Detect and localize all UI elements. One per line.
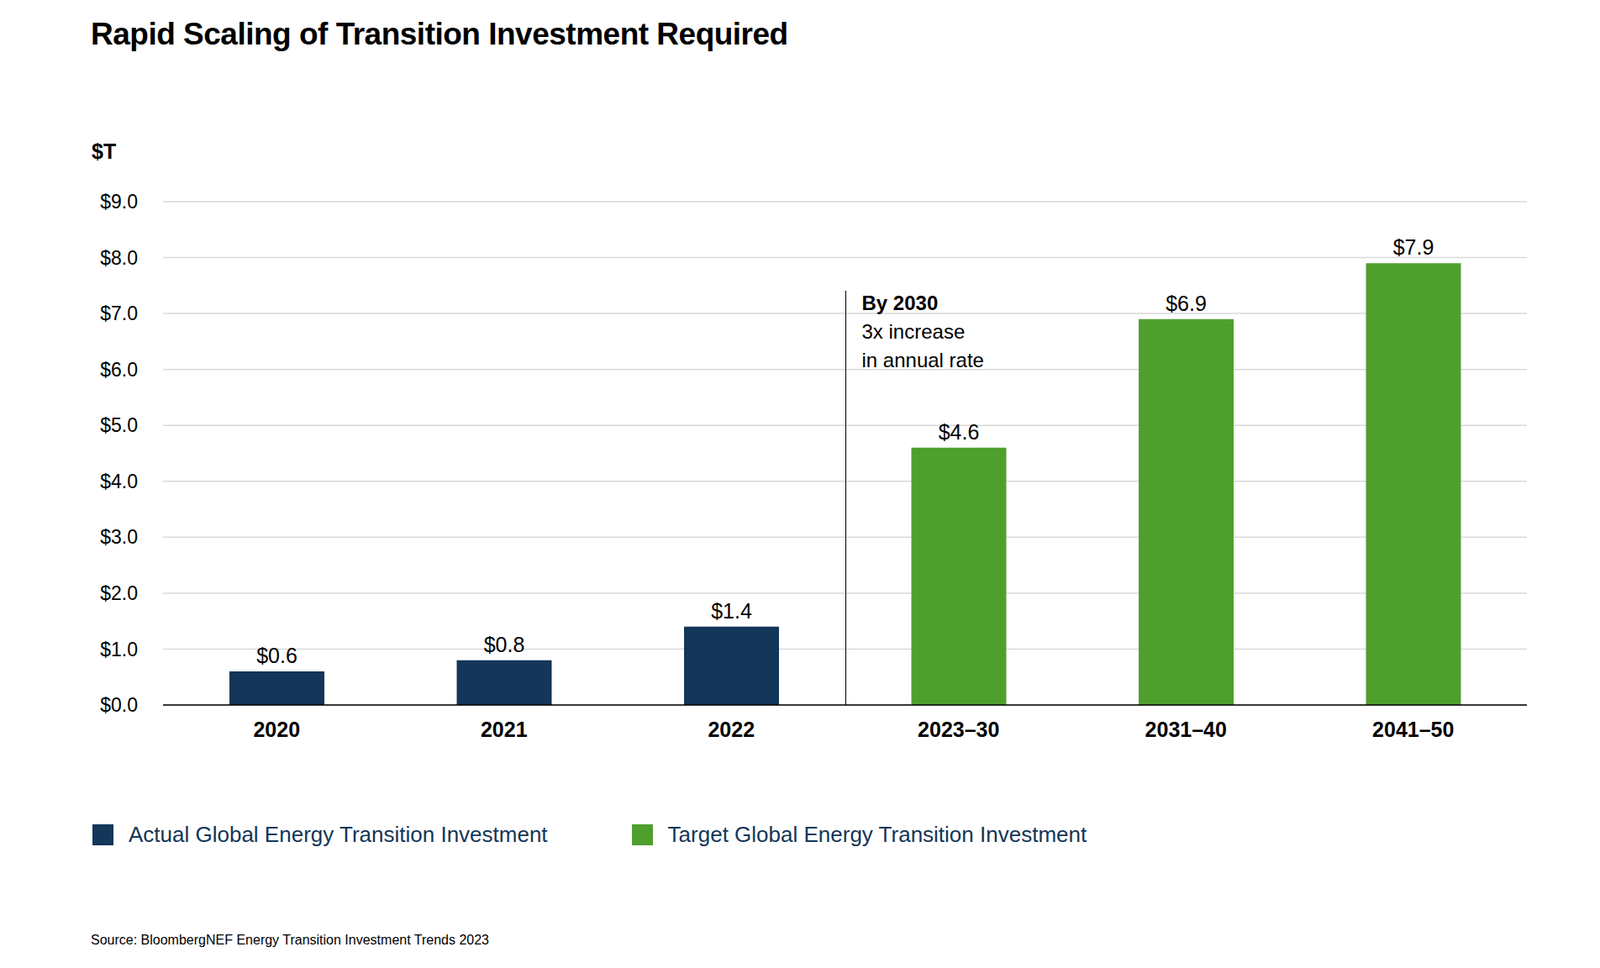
- svg-text:2041–50: 2041–50: [1372, 717, 1454, 742]
- svg-text:$1.0: $1.0: [100, 638, 138, 661]
- html-text:in annual rate: in annual rate: [861, 348, 985, 372]
- svg-text:2020: 2020: [252, 717, 300, 742]
- svg-text:$7.0: $7.0: [100, 302, 138, 325]
- html-text:Actual Global Energy Transitio: Actual Global Energy Transition Investme…: [128, 821, 548, 848]
- html-text:By 2030: By 2030: [861, 291, 939, 315]
- svg-text:$6.9: $6.9: [1165, 291, 1207, 316]
- html-text:$T: $T: [91, 139, 117, 164]
- svg-text:$0.8: $0.8: [484, 632, 526, 657]
- svg-text:$0.0: $0.0: [100, 694, 138, 716]
- svg-text:2021: 2021: [480, 717, 528, 742]
- svg-text:2023–30: 2023–30: [917, 717, 1000, 742]
- svg-text:$9.0: $9.0: [100, 190, 138, 213]
- svg-text:$6.0: $6.0: [100, 358, 138, 381]
- svg-text:$1.4: $1.4: [710, 599, 753, 623]
- svg-text:$7.9: $7.9: [1393, 235, 1435, 259]
- svg-text:$2.0: $2.0: [100, 582, 138, 605]
- svg-text:2022: 2022: [707, 717, 755, 742]
- svg-text:$4.0: $4.0: [100, 470, 138, 493]
- svg-text:$8.0: $8.0: [100, 247, 138, 269]
- html-text:Source: BloombergNEF Energy Tr: Source: BloombergNEF Energy Transition I…: [90, 932, 490, 948]
- svg-text:$3.0: $3.0: [100, 526, 138, 548]
- html-text:3x increase: 3x increase: [861, 320, 965, 343]
- svg-text:$0.6: $0.6: [256, 643, 298, 668]
- svg-text:$5.0: $5.0: [100, 414, 138, 437]
- html-text:Target Global Energy Transitio: Target Global Energy Transition Investme…: [667, 821, 1087, 848]
- svg-text:2031–40: 2031–40: [1145, 717, 1227, 742]
- html-text:Rapid Scaling of Transition In: Rapid Scaling of Transition Investment R…: [90, 16, 788, 52]
- svg-text:$4.6: $4.6: [938, 420, 980, 444]
